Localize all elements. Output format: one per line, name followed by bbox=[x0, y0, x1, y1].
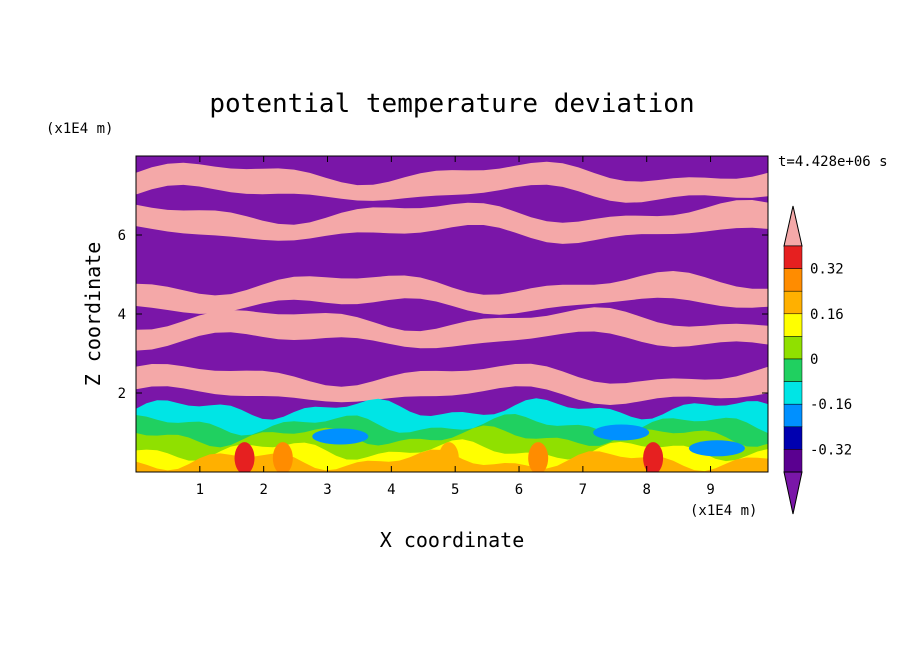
field-band-positive bbox=[136, 307, 768, 351]
x-tick-label: 9 bbox=[706, 482, 714, 498]
y-tick-label: 2 bbox=[118, 386, 126, 402]
colorbar-segment bbox=[783, 426, 803, 450]
x-tick-label: 3 bbox=[323, 482, 331, 498]
x-tick-label: 6 bbox=[515, 482, 523, 498]
colorbar-tick-label: 0.32 bbox=[810, 262, 844, 278]
x-tick-label: 5 bbox=[451, 482, 459, 498]
colorbar-segment bbox=[783, 449, 803, 473]
x-tick-label: 1 bbox=[196, 482, 204, 498]
y-tick-label: 6 bbox=[118, 228, 126, 244]
x-tick-label: 2 bbox=[259, 482, 267, 498]
y-axis-label: Z coordinate bbox=[81, 242, 105, 387]
field-cold-pocket bbox=[593, 424, 650, 441]
heatmap-field bbox=[136, 156, 768, 472]
colorbar-tick-label: 0.16 bbox=[810, 307, 844, 323]
field-plume bbox=[643, 442, 664, 472]
colorbar-segment bbox=[783, 381, 803, 405]
field-plume bbox=[234, 442, 255, 472]
field-band-positive bbox=[136, 363, 768, 405]
colorbar-over-arrow bbox=[783, 205, 803, 247]
colorbar-tick-label: -0.32 bbox=[810, 442, 852, 458]
x-axis: 1 2 3 4 5 6 7 8 9 bbox=[196, 156, 715, 498]
colorbar-under-arrow bbox=[783, 471, 803, 515]
x-unit-label: (x1E4 m) bbox=[690, 503, 757, 519]
colorbar-segment bbox=[783, 358, 803, 382]
field-band-positive bbox=[136, 271, 768, 315]
x-tick-label: 4 bbox=[387, 482, 395, 498]
field-cold-pocket bbox=[312, 428, 369, 445]
field-band-positive bbox=[136, 161, 768, 203]
y-axis: 2 4 6 bbox=[118, 228, 768, 402]
field-band-positive bbox=[136, 200, 768, 244]
chart-title: potential temperature deviation bbox=[209, 89, 694, 119]
y-tick-label: 4 bbox=[118, 307, 126, 323]
time-label: t=4.428e+06 s bbox=[778, 154, 888, 170]
field-plume bbox=[272, 442, 293, 472]
x-tick-label: 8 bbox=[642, 482, 650, 498]
colorbar-segment bbox=[783, 245, 803, 269]
field-plume bbox=[438, 442, 459, 472]
colorbar-segment bbox=[783, 403, 803, 428]
y-unit-label: (x1E4 m) bbox=[46, 121, 113, 137]
colorbar: 0.32 0.16 0 -0.16 -0.32 bbox=[783, 205, 852, 515]
colorbar-segment bbox=[783, 336, 803, 360]
colorbar-tick-label: 0 bbox=[810, 352, 818, 368]
colorbar-segment bbox=[783, 290, 803, 315]
x-tick-label: 7 bbox=[579, 482, 587, 498]
colorbar-segment bbox=[783, 313, 803, 337]
colorbar-tick-label: -0.16 bbox=[810, 397, 852, 413]
field-plume bbox=[528, 442, 549, 472]
x-axis-label: X coordinate bbox=[380, 528, 525, 552]
colorbar-segment bbox=[783, 268, 803, 292]
field-cold-pocket bbox=[688, 440, 745, 457]
